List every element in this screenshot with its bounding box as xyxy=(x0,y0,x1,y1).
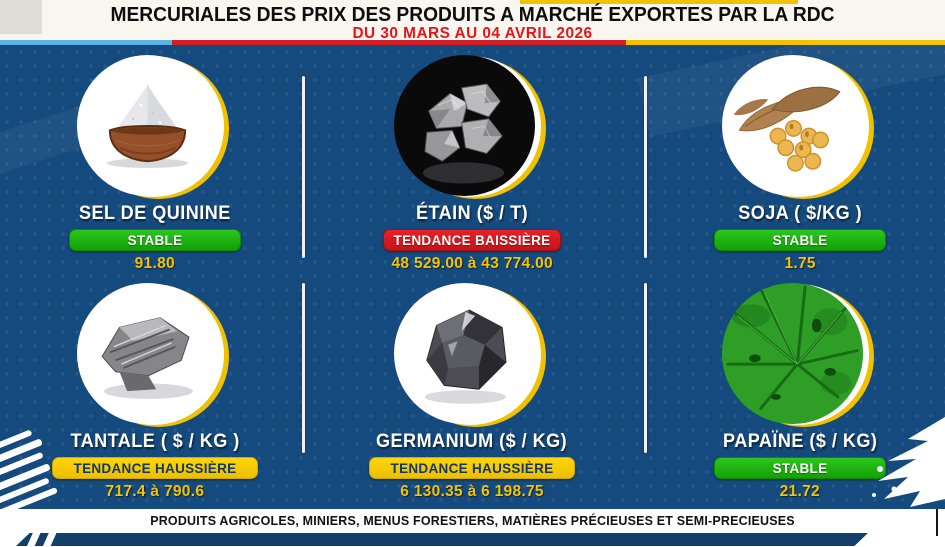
product-name: PAPAÏNE ($ / KG) xyxy=(722,431,878,452)
footer-categories-text: PRODUITS AGRICOLES, MINIERS, MENUS FORES… xyxy=(150,513,795,528)
trend-badge: TENDANCE HAUSSIÈRE xyxy=(369,457,575,479)
top-yellow-accent xyxy=(520,0,798,4)
footer-band: PRODUITS AGRICOLES, MINIERS, MENUS FORES… xyxy=(0,509,945,547)
product-price: 91.80 xyxy=(134,255,176,272)
trend-badge: TENDANCE BAISSIÈRE xyxy=(383,229,561,251)
column-divider xyxy=(644,283,647,453)
product-card-germanium: GERMANIUM ($ / KG) TENDANCE HAUSSIÈRE 6 … xyxy=(322,283,622,501)
product-photo-frame xyxy=(394,283,550,427)
tantalum-ore-image xyxy=(77,283,218,424)
footer-right-edge-line xyxy=(936,509,938,536)
product-photo-frame xyxy=(77,283,233,427)
product-name: SOJA ( $/KG ) xyxy=(738,203,862,224)
germanium-crystal-image xyxy=(394,283,535,424)
page-title: MERCURIALES DES PRIX DES PRODUITS A MARC… xyxy=(110,4,835,26)
trend-badge: STABLE xyxy=(69,229,241,251)
product-name: SEL DE QUININE xyxy=(79,203,231,224)
product-card-sel-de-quinine: SEL DE QUININE STABLE 91.80 xyxy=(5,55,305,273)
product-name: GERMANIUM ($ / KG) xyxy=(376,431,568,452)
column-divider xyxy=(302,76,305,258)
column-divider xyxy=(302,283,305,453)
trend-badge: TENDANCE HAUSSIÈRE xyxy=(52,457,258,479)
product-card-soja: SOJA ( $/KG ) STABLE 1.75 xyxy=(650,55,945,273)
header-corner-shade xyxy=(0,0,42,34)
papaya-leaf-image xyxy=(722,283,863,424)
column-divider xyxy=(644,76,647,258)
tricolor-stripe-red xyxy=(172,40,626,45)
product-price: 21.72 xyxy=(779,483,821,500)
tricolor-stripe-yellow xyxy=(626,40,945,45)
trend-badge: STABLE xyxy=(714,229,886,251)
product-card-tantale: TANTALE ( $ / KG ) TENDANCE HAUSSIÈRE 71… xyxy=(5,283,305,501)
trend-badge: STABLE xyxy=(714,457,886,479)
product-photo-frame xyxy=(722,283,878,427)
product-name: ÉTAIN ($ / T) xyxy=(415,203,529,224)
product-price: 6 130.35 à 6 198.75 xyxy=(400,483,544,500)
quinine-salt-bowl-image xyxy=(77,55,218,196)
product-price: 717.4 à 790.6 xyxy=(105,483,205,500)
footer-navy-bar xyxy=(16,533,868,546)
product-name: TANTALE ( $ / KG ) xyxy=(70,431,240,452)
soybean-pods-image xyxy=(722,55,863,196)
product-photo-frame xyxy=(722,55,878,199)
header: MERCURIALES DES PRIX DES PRODUITS A MARC… xyxy=(0,0,945,42)
product-photo-frame xyxy=(394,55,550,199)
product-price: 1.75 xyxy=(784,255,816,272)
date-range: DU 30 MARS AU 04 AVRIL 2026 xyxy=(352,25,593,42)
product-price: 48 529.00 à 43 774.00 xyxy=(391,255,553,272)
tin-nuggets-image xyxy=(394,55,535,196)
product-card-etain: ÉTAIN ($ / T) TENDANCE BAISSIÈRE 48 529.… xyxy=(322,55,622,273)
product-card-papaine: PAPAÏNE ($ / KG) STABLE 21.72 xyxy=(650,283,945,501)
tricolor-stripe-blue xyxy=(0,40,172,45)
product-photo-frame xyxy=(77,55,233,199)
